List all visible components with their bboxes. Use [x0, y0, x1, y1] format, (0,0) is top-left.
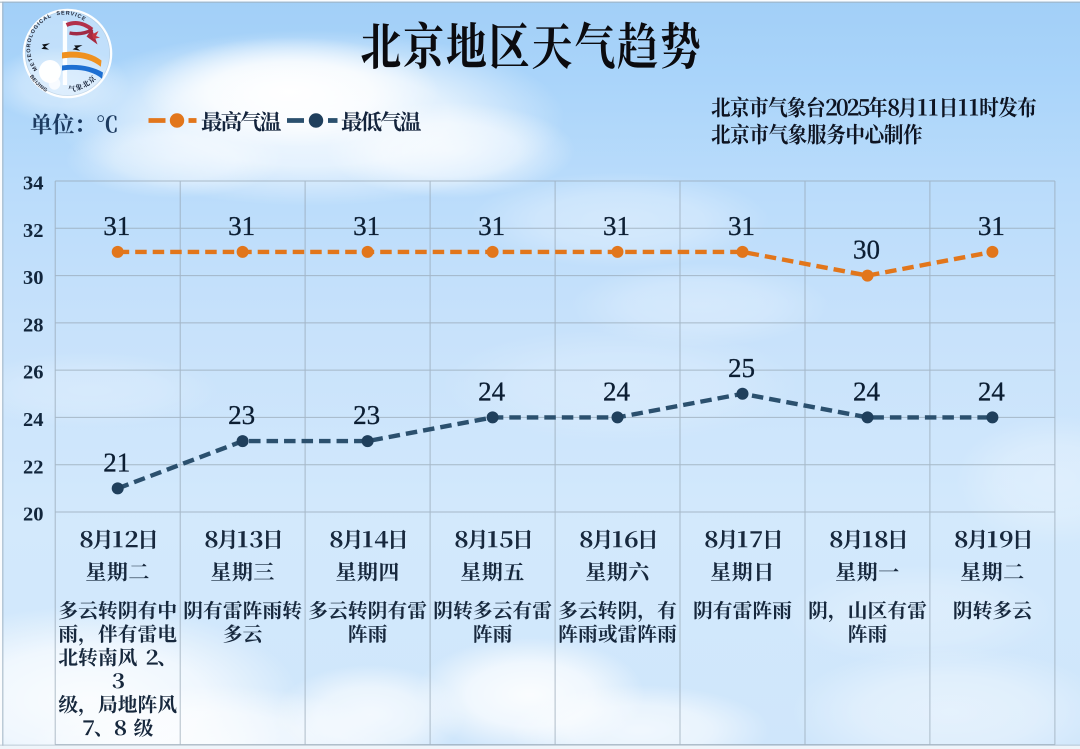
svg-text:26: 26	[23, 362, 44, 384]
svg-text:22: 22	[23, 456, 44, 478]
svg-text:20: 20	[23, 504, 44, 526]
svg-text:31: 31	[603, 211, 630, 241]
svg-text:31: 31	[353, 211, 380, 241]
svg-text:24: 24	[978, 376, 1006, 406]
svg-text:34: 34	[23, 173, 44, 195]
svg-text:31: 31	[728, 211, 755, 241]
svg-text:31: 31	[478, 211, 505, 241]
svg-text:31: 31	[103, 211, 130, 241]
svg-text:30: 30	[853, 235, 880, 265]
svg-text:31: 31	[978, 211, 1005, 241]
svg-text:28: 28	[23, 315, 44, 337]
svg-text:31: 31	[228, 211, 255, 241]
svg-text:32: 32	[23, 220, 44, 242]
svg-text:30: 30	[23, 267, 44, 289]
svg-text:24: 24	[603, 376, 631, 406]
svg-text:23: 23	[228, 400, 255, 430]
svg-text:24: 24	[478, 376, 506, 406]
svg-text:25: 25	[728, 353, 755, 383]
svg-text:21: 21	[103, 447, 130, 477]
svg-text:24: 24	[853, 376, 881, 406]
svg-text:23: 23	[353, 400, 380, 430]
svg-text:24: 24	[23, 409, 44, 431]
